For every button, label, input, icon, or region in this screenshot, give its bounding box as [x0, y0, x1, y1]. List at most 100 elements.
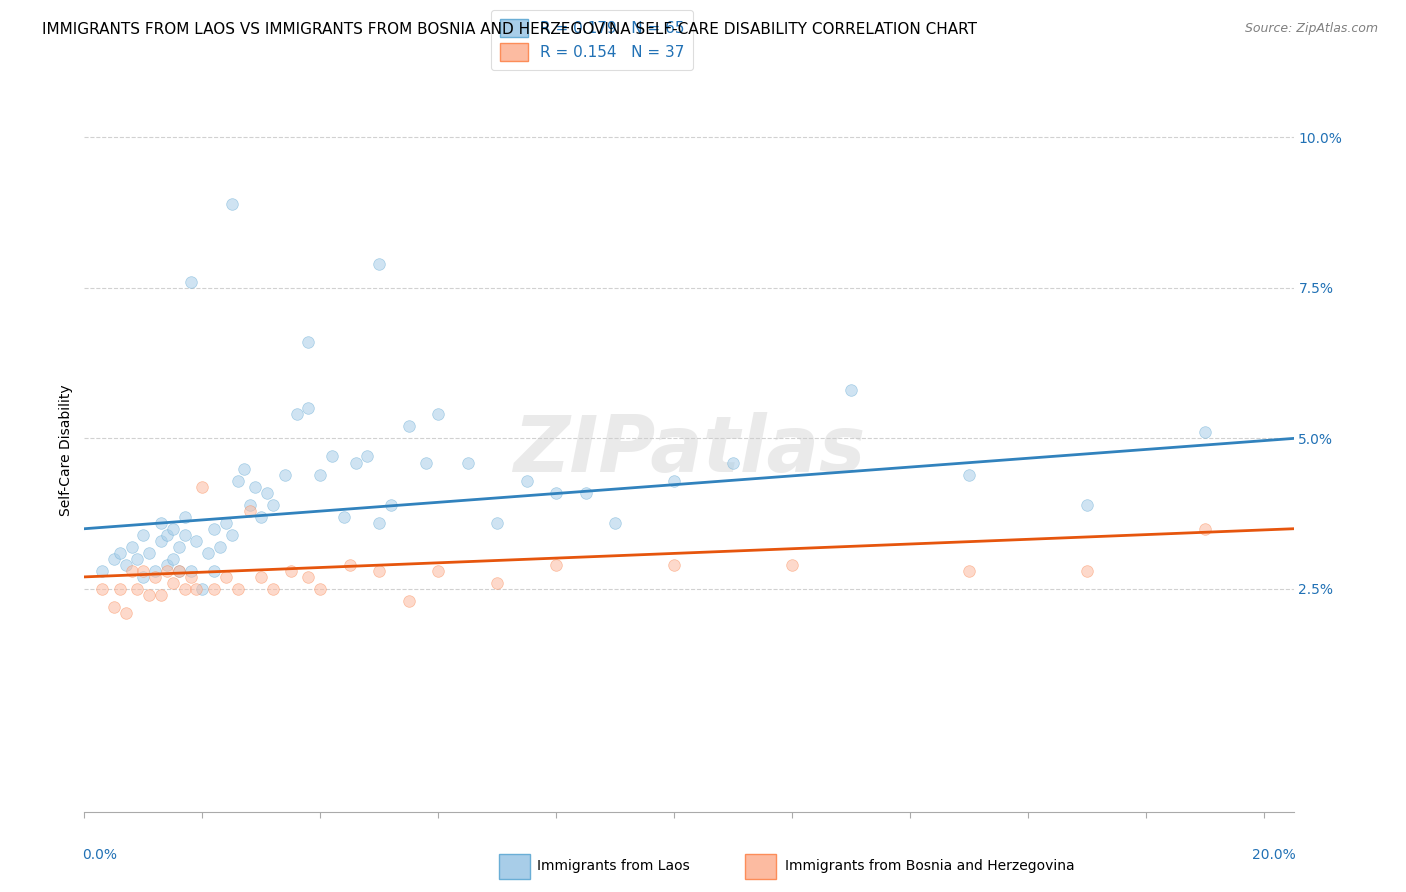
Point — [173, 509, 195, 524]
Point — [486, 516, 509, 530]
Point — [156, 527, 179, 541]
Point — [202, 582, 225, 596]
Point — [1194, 425, 1216, 440]
Point — [91, 582, 114, 596]
Point — [339, 558, 361, 572]
Point — [150, 533, 173, 548]
Point — [91, 564, 114, 578]
Point — [186, 582, 208, 596]
Point — [103, 551, 125, 566]
Point — [321, 450, 343, 464]
Point — [138, 546, 160, 560]
Point — [150, 588, 173, 602]
Point — [114, 606, 136, 620]
Point — [191, 582, 214, 596]
Point — [143, 570, 166, 584]
Point — [132, 570, 155, 584]
Point — [309, 582, 332, 596]
Point — [427, 564, 450, 578]
Point — [108, 546, 131, 560]
Point — [575, 485, 598, 500]
Point — [221, 196, 243, 211]
Point — [167, 564, 190, 578]
Point — [173, 582, 195, 596]
Point — [780, 558, 803, 572]
Point — [127, 551, 149, 566]
Point — [368, 564, 391, 578]
Point — [221, 527, 243, 541]
Point — [546, 558, 568, 572]
Point — [546, 485, 568, 500]
Point — [180, 564, 202, 578]
Point — [839, 384, 862, 398]
Point — [368, 257, 391, 271]
Point — [309, 467, 332, 482]
Point — [274, 467, 297, 482]
Point — [398, 594, 420, 608]
Point — [1076, 498, 1098, 512]
Point — [605, 516, 627, 530]
Point — [121, 540, 143, 554]
Point — [1194, 522, 1216, 536]
Point — [156, 558, 179, 572]
Point — [226, 474, 249, 488]
Point — [162, 522, 184, 536]
Point — [103, 599, 125, 614]
Text: ZIPatlas: ZIPatlas — [513, 412, 865, 489]
Point — [297, 570, 319, 584]
Point — [173, 527, 195, 541]
Point — [202, 522, 225, 536]
Point — [191, 480, 214, 494]
Point — [132, 564, 155, 578]
Point — [156, 564, 179, 578]
Point — [721, 455, 744, 469]
Point — [215, 516, 238, 530]
Point — [256, 485, 278, 500]
Point — [380, 498, 402, 512]
Text: 20.0%: 20.0% — [1253, 847, 1296, 862]
Text: 0.0%: 0.0% — [82, 847, 117, 862]
Point — [486, 576, 509, 591]
Text: IMMIGRANTS FROM LAOS VS IMMIGRANTS FROM BOSNIA AND HERZEGOVINA SELF-CARE DISABIL: IMMIGRANTS FROM LAOS VS IMMIGRANTS FROM … — [42, 22, 977, 37]
Point — [121, 564, 143, 578]
Point — [162, 576, 184, 591]
Point — [108, 582, 131, 596]
Point — [516, 474, 538, 488]
Point — [333, 509, 356, 524]
Point — [150, 516, 173, 530]
Point — [297, 401, 319, 416]
Point — [280, 564, 302, 578]
Y-axis label: Self-Care Disability: Self-Care Disability — [59, 384, 73, 516]
Text: Source: ZipAtlas.com: Source: ZipAtlas.com — [1244, 22, 1378, 36]
Point — [127, 582, 149, 596]
Point — [138, 588, 160, 602]
Point — [957, 564, 980, 578]
Point — [180, 570, 202, 584]
Point — [232, 461, 254, 475]
Point — [215, 570, 238, 584]
Point — [457, 455, 479, 469]
Point — [238, 498, 260, 512]
Point — [297, 334, 319, 349]
Point — [250, 570, 273, 584]
Point — [226, 582, 249, 596]
Point — [202, 564, 225, 578]
Point — [238, 503, 260, 517]
Text: Immigrants from Laos: Immigrants from Laos — [537, 859, 690, 873]
Point — [1076, 564, 1098, 578]
Point — [208, 540, 231, 554]
Point — [356, 450, 378, 464]
Legend: R = 0.179   N = 65, R = 0.154   N = 37: R = 0.179 N = 65, R = 0.154 N = 37 — [491, 10, 693, 70]
Point — [167, 540, 190, 554]
Point — [415, 455, 437, 469]
Point — [368, 516, 391, 530]
Point — [427, 407, 450, 421]
Point — [957, 467, 980, 482]
Point — [180, 275, 202, 289]
Point — [398, 419, 420, 434]
Point — [197, 546, 219, 560]
Point — [285, 407, 308, 421]
Point — [114, 558, 136, 572]
Point — [664, 558, 686, 572]
Text: Immigrants from Bosnia and Herzegovina: Immigrants from Bosnia and Herzegovina — [785, 859, 1074, 873]
